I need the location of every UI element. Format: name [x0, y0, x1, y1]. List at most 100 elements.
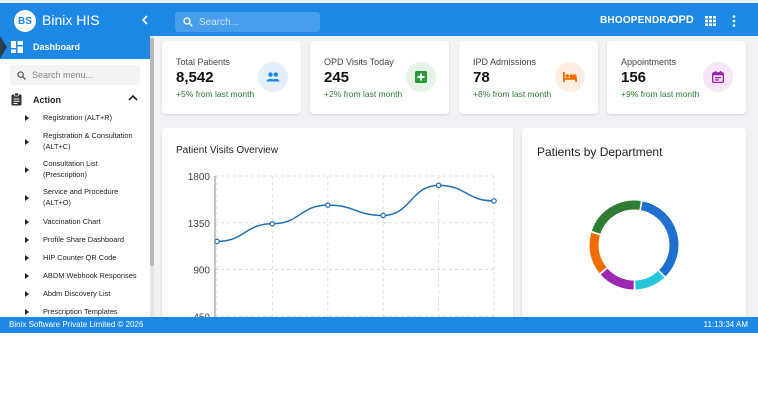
- sidebar-section-action[interactable]: Action: [0, 92, 150, 108]
- data-point[interactable]: [435, 182, 442, 189]
- footer-bar: Binix Software Private Limited © 2026 11…: [0, 317, 758, 333]
- caret-right-icon: [25, 237, 29, 243]
- sidebar-menu-item-label: Registration (ALT+R): [43, 113, 113, 122]
- sidebar-menu-item-label: Profile Share Dashboard: [43, 235, 124, 244]
- donut-slice[interactable]: [591, 200, 641, 234]
- y-tick-label: 1350: [188, 219, 211, 230]
- series-line: [216, 184, 495, 243]
- medical-plus-icon: [406, 62, 436, 92]
- sidebar-menu-item[interactable]: Prescription Templates: [0, 306, 150, 317]
- clipboard-icon: [11, 93, 22, 106]
- data-point[interactable]: [491, 198, 497, 204]
- donut-slice[interactable]: [640, 201, 679, 277]
- people-icon: [258, 62, 288, 92]
- sidebar-menu-item[interactable]: Profile Share Dashboard: [0, 234, 150, 248]
- donut-slice[interactable]: [589, 232, 607, 274]
- data-point[interactable]: [380, 212, 387, 219]
- calendar-icon: [703, 62, 733, 92]
- sidebar-item-label: Dashboard: [33, 42, 81, 52]
- sidebar-menu-item-label: ABDM Webhook Responses: [43, 271, 137, 280]
- top-header: BS Binix HIS BHOOPENDRA OPD: [0, 3, 758, 36]
- sidebar-menu-item[interactable]: Vaccination Chart: [0, 216, 150, 230]
- department-chart-card: Patients by Department: [522, 128, 746, 328]
- stat-card[interactable]: Appointments 156 +9% from last month: [607, 41, 746, 114]
- department-donut-chart: [589, 200, 679, 290]
- stat-trend: +5% from last month: [176, 89, 255, 99]
- sidebar: Dashboard Action Registration (ALT+R) Reg…: [0, 36, 154, 317]
- stat-card[interactable]: IPD Admissions 78 +8% from last month: [459, 41, 598, 114]
- search-icon: [183, 17, 193, 27]
- caret-right-icon: [25, 167, 29, 173]
- logo: BS: [14, 10, 36, 32]
- stat-value: 245: [324, 69, 350, 86]
- sidebar-menu-item[interactable]: Abdm Discovery List: [0, 288, 150, 302]
- stat-value: 8,542: [176, 69, 214, 86]
- more-vertical-icon[interactable]: [732, 15, 736, 27]
- global-search-input[interactable]: [199, 16, 309, 28]
- user-name[interactable]: BHOOPENDRA: [600, 15, 675, 26]
- menu-search-input[interactable]: [32, 70, 132, 80]
- caret-right-icon: [25, 195, 29, 201]
- bed-icon: [555, 62, 585, 92]
- stat-title: Total Patients: [176, 57, 231, 67]
- footer-clock: 11:13:34 AM: [703, 320, 748, 329]
- visits-chart-title: Patient Visits Overview: [176, 145, 279, 156]
- active-marker: [0, 36, 7, 59]
- sidebar-menu-item[interactable]: Registration (ALT+R): [0, 112, 150, 126]
- data-point[interactable]: [325, 202, 331, 208]
- global-search[interactable]: [175, 12, 320, 32]
- chevron-up-icon: [128, 94, 138, 101]
- donut-slice[interactable]: [635, 270, 665, 290]
- sidebar-item-dashboard[interactable]: Dashboard: [0, 36, 150, 59]
- donut-slice[interactable]: [600, 268, 634, 290]
- collapse-sidebar-button[interactable]: [138, 11, 152, 29]
- sidebar-scrollbar[interactable]: [150, 36, 154, 317]
- dashboard-icon: [11, 41, 23, 53]
- y-tick-label: 1800: [188, 172, 211, 183]
- apps-grid-icon[interactable]: [705, 16, 716, 26]
- data-point[interactable]: [269, 220, 276, 227]
- stat-title: OPD Visits Today: [324, 57, 394, 67]
- sidebar-menu-item-label: Vaccination Chart: [43, 217, 101, 226]
- caret-right-icon: [25, 139, 29, 145]
- sidebar-menu-item[interactable]: Registration & Consultation (ALT+C): [0, 130, 150, 154]
- sidebar-menu-item-label: Service and Procedure (ALT+O): [43, 187, 119, 207]
- stat-trend: +2% from last month: [324, 89, 403, 99]
- app-root: BS Binix HIS BHOOPENDRA OPD Dashboard: [0, 0, 758, 333]
- caret-right-icon: [25, 309, 29, 315]
- sidebar-menu-item-label: Registration & Consultation (ALT+C): [43, 131, 133, 151]
- sidebar-section-label: Action: [33, 95, 61, 105]
- sidebar-menu-item-label: HIP Counter QR Code: [43, 253, 117, 262]
- stat-value: 156: [621, 69, 647, 86]
- stat-trend: +8% from last month: [473, 89, 552, 99]
- sidebar-menu-item-label: Abdm Discovery List: [43, 289, 111, 298]
- department-selector[interactable]: OPD: [670, 14, 694, 26]
- stat-value: 78: [473, 69, 490, 86]
- stat-card[interactable]: OPD Visits Today 245 +2% from last month: [310, 41, 449, 114]
- sidebar-menu-item[interactable]: Service and Procedure (ALT+O): [0, 186, 150, 210]
- data-point[interactable]: [214, 238, 220, 245]
- caret-right-icon: [25, 291, 29, 297]
- footer-copyright: Binix Software Private Limited © 2026: [9, 320, 144, 329]
- stat-trend: +9% from last month: [621, 89, 700, 99]
- stat-title: Appointments: [621, 57, 677, 67]
- visits-chart-card: Patient Visits Overview 18001350900450: [162, 128, 513, 328]
- caret-right-icon: [25, 255, 29, 261]
- stat-title: IPD Admissions: [473, 57, 537, 67]
- visits-line-chart: 18001350900450: [188, 172, 497, 328]
- scrollbar-thumb[interactable]: [150, 38, 154, 266]
- sidebar-menu-item-label: Prescription Templates: [43, 307, 118, 316]
- caret-right-icon: [25, 273, 29, 279]
- department-chart-title: Patients by Department: [537, 145, 663, 159]
- sidebar-menu-item[interactable]: HIP Counter QR Code: [0, 252, 150, 266]
- sidebar-menu-item-label: Consultation List (Prescription): [43, 159, 98, 179]
- chevron-left-icon: [141, 15, 148, 25]
- menu-search[interactable]: [10, 65, 140, 85]
- sidebar-menu-item[interactable]: Consultation List (Prescription): [0, 158, 150, 182]
- caret-right-icon: [25, 115, 29, 121]
- search-icon: [17, 70, 26, 80]
- stat-card[interactable]: Total Patients 8,542 +5% from last month: [162, 41, 301, 114]
- app-name: Binix HIS: [42, 12, 100, 28]
- sidebar-menu-item[interactable]: ABDM Webhook Responses: [0, 270, 150, 284]
- y-tick-label: 900: [193, 266, 210, 277]
